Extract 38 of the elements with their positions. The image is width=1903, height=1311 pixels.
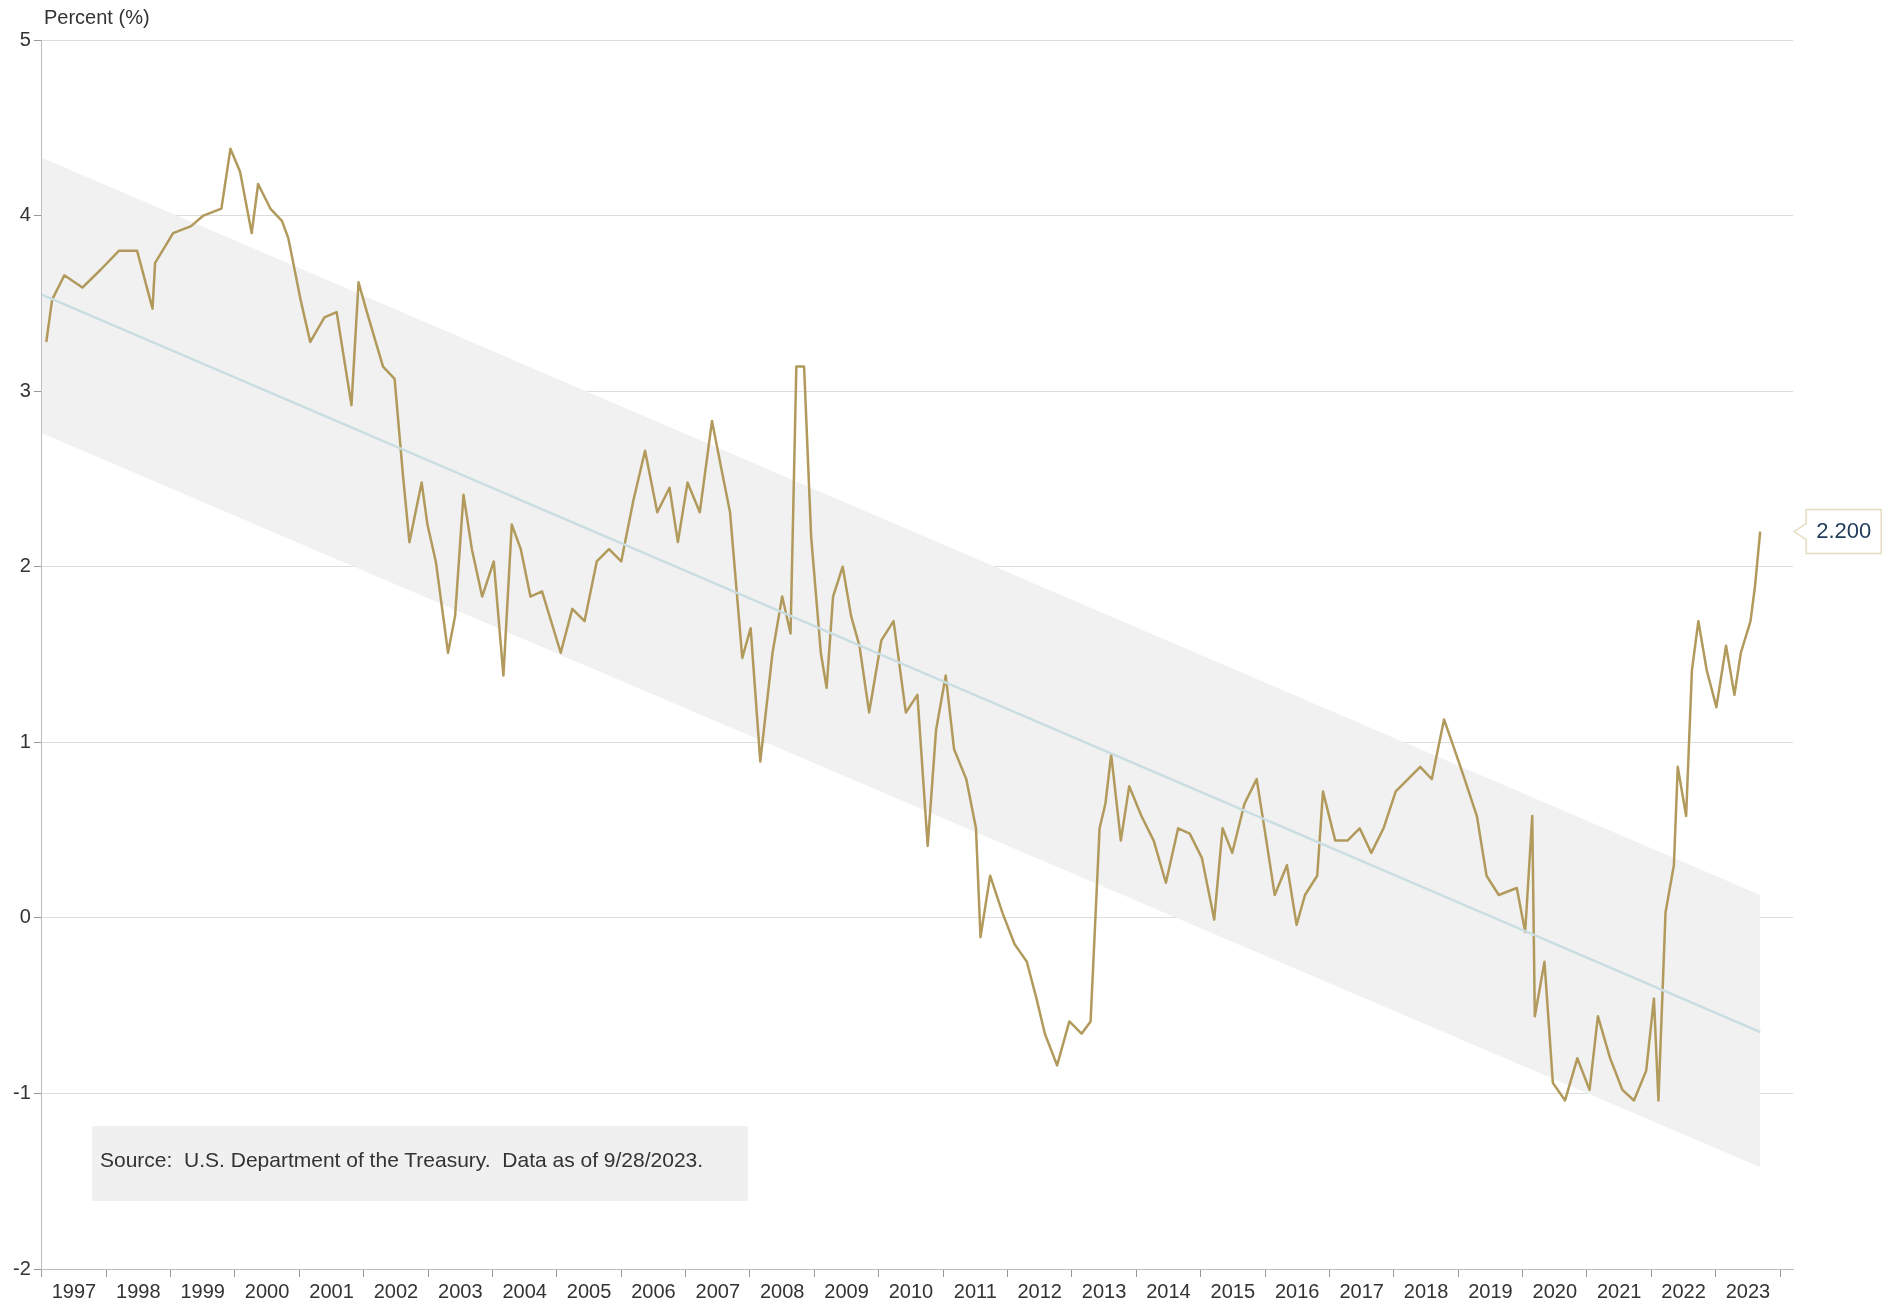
annotation: 2.200 xyxy=(1816,517,1872,543)
x-tick-label: 2005 xyxy=(566,1279,612,1302)
x-tick-label: 2023 xyxy=(1725,1279,1771,1302)
x-tick-label: 2002 xyxy=(373,1279,419,1302)
x-tick-label: 2022 xyxy=(1661,1279,1706,1302)
y-tick-label: 4 xyxy=(19,203,31,226)
x-tick-label: 2012 xyxy=(1017,1279,1062,1302)
x-tick-label: 2013 xyxy=(1081,1279,1127,1302)
y-tick-label: -1 xyxy=(12,1080,31,1103)
x-tick-label: 2017 xyxy=(1339,1279,1384,1302)
y-tick-label: -2 xyxy=(12,1256,31,1279)
x-tick-label: 2019 xyxy=(1468,1279,1513,1302)
y-tick-label: 1 xyxy=(19,729,31,752)
x-tick-label: 2015 xyxy=(1210,1279,1256,1302)
y-tick-label: 5 xyxy=(19,27,31,50)
x-tick-label: 2000 xyxy=(244,1279,290,1302)
source-note-box: Source: U.S. Department of the Treasury. Data as of 9/28/2023. xyxy=(92,1126,748,1201)
x-tick-label: 1999 xyxy=(180,1279,225,1302)
x-tick-label: 2006 xyxy=(631,1279,676,1302)
x-tick-label: 1998 xyxy=(116,1279,161,1302)
y-tick-label: 3 xyxy=(19,378,31,401)
x-tick-label: 2021 xyxy=(1596,1279,1642,1302)
x-tick-label: 2008 xyxy=(759,1279,805,1302)
x-tick-label: 2016 xyxy=(1275,1279,1320,1302)
x-tick-label: 2003 xyxy=(438,1279,483,1302)
x-tick-label: 2020 xyxy=(1532,1279,1578,1302)
x-tick-label: 2010 xyxy=(888,1279,934,1302)
x-tick-label: 2004 xyxy=(502,1279,547,1302)
x-tick-label: 2011 xyxy=(953,1279,997,1302)
x-tick-label: 2009 xyxy=(824,1279,869,1302)
x-tick-label: 2014 xyxy=(1146,1279,1191,1302)
x-tick-label: 2001 xyxy=(309,1279,354,1302)
x-tick-label: 1997 xyxy=(51,1279,97,1302)
y-axis-title: Percent (%) xyxy=(44,6,150,29)
x-tick-label: 2007 xyxy=(695,1279,741,1302)
y-tick-label: 2 xyxy=(19,554,31,577)
x-tick-label: 2018 xyxy=(1403,1279,1449,1302)
y-tick-label: 0 xyxy=(19,905,31,928)
